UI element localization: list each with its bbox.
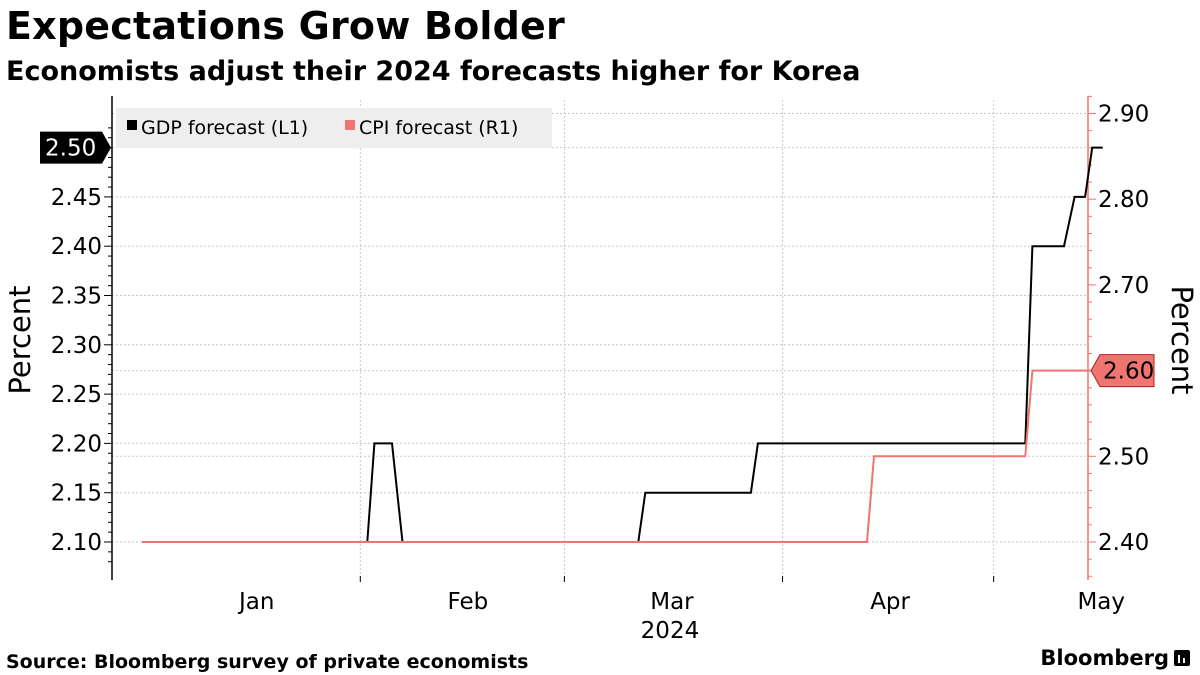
x-tick-label: Jan xyxy=(237,589,274,615)
legend-label-cpi: CPI forecast (R1) xyxy=(359,117,518,139)
last-value-badge-cpi xyxy=(1090,354,1155,388)
x-tick-label: Mar xyxy=(650,589,694,615)
axes: 2.102.152.202.252.302.352.402.45Percent2… xyxy=(3,95,1199,644)
legend-swatch-cpi xyxy=(345,120,355,130)
series-line-cpi xyxy=(142,369,1103,543)
last-value-label-gdp: 2.50 xyxy=(45,136,96,162)
right-tick-label: 2.50 xyxy=(1098,444,1149,470)
brand-logo: Bloomberg xyxy=(1040,646,1190,670)
left-tick-label: 2.10 xyxy=(51,530,102,556)
legend-label-gdp: GDP forecast (L1) xyxy=(141,117,308,139)
right-tick-label: 2.40 xyxy=(1098,530,1149,556)
legend-background xyxy=(116,108,552,148)
chart-subtitle: Economists adjust their 2024 forecasts h… xyxy=(6,56,861,87)
left-tick-label: 2.30 xyxy=(51,333,102,359)
source-note: Source: Bloomberg survey of private econ… xyxy=(6,651,529,673)
chart-title: Expectations Grow Bolder xyxy=(6,4,565,48)
right-tick-label: 2.80 xyxy=(1098,187,1149,213)
x-axis-label: 2024 xyxy=(641,618,700,644)
series xyxy=(142,146,1103,543)
x-tick-label: Apr xyxy=(870,589,910,615)
x-tick-label: Feb xyxy=(447,589,488,615)
right-tick-label: 2.70 xyxy=(1098,273,1149,299)
last-value-label-cpi: 2.60 xyxy=(1103,359,1154,385)
right-axis-label: Percent xyxy=(1165,285,1199,394)
left-tick-label: 2.40 xyxy=(51,234,102,260)
left-tick-label: 2.15 xyxy=(51,481,102,507)
left-tick-label: 2.25 xyxy=(51,382,102,408)
left-tick-label: 2.35 xyxy=(51,284,102,310)
last-value-badge-gdp xyxy=(40,131,111,164)
legend-swatch-gdp xyxy=(127,120,137,130)
gridlines xyxy=(112,100,1088,580)
x-tick-label: May xyxy=(1077,589,1125,615)
bloomberg-chart-icon xyxy=(1174,650,1190,666)
series-line-gdp xyxy=(142,146,1103,543)
left-tick-label: 2.45 xyxy=(51,185,102,211)
value-badges: 2.50 2.60 xyxy=(40,131,1155,388)
left-tick-label: 2.20 xyxy=(51,431,102,457)
left-axis-label: Percent xyxy=(3,285,37,394)
legend: GDP forecast (L1) CPI forecast (R1) xyxy=(116,108,552,148)
brand-name: Bloomberg xyxy=(1040,646,1169,670)
right-tick-label: 2.90 xyxy=(1098,102,1149,128)
